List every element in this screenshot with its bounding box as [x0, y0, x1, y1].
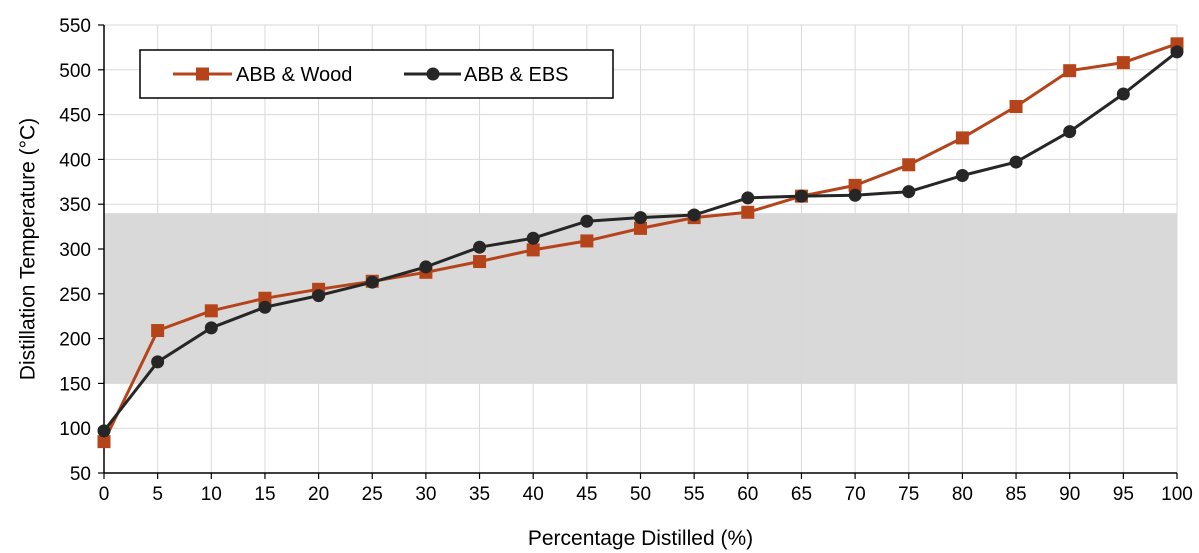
- data-point-abb-wood: [1116, 56, 1130, 70]
- data-point-abb-wood: [151, 324, 165, 338]
- data-point-abb-wood: [848, 178, 862, 192]
- series-abb-ebs: [97, 45, 1184, 438]
- data-point-abb-ebs: [526, 231, 540, 245]
- data-point-abb-wood: [955, 131, 969, 145]
- data-point-abb-wood: [1009, 100, 1023, 114]
- legend: ABB & Wood ABB & EBS: [139, 49, 614, 99]
- series-abb-wood: [97, 37, 1184, 449]
- data-point-abb-ebs: [1116, 87, 1130, 101]
- y-axis-title: Distillation Temperature (°C): [16, 118, 39, 380]
- data-point-abb-wood: [902, 158, 916, 172]
- y-tick-label: 250: [59, 285, 91, 306]
- data-point-abb-ebs: [580, 214, 594, 228]
- data-point-abb-ebs: [204, 321, 218, 335]
- data-point-abb-ebs: [258, 300, 272, 314]
- y-tick-label: 450: [59, 106, 91, 127]
- data-point-abb-wood: [97, 435, 111, 449]
- x-tick-label: 90: [1059, 484, 1080, 505]
- x-tick-label: 20: [308, 484, 329, 505]
- data-point-abb-ebs: [687, 208, 701, 222]
- legend-item-abb-ebs: ABB & EBS: [404, 64, 569, 86]
- data-point-abb-wood: [1063, 64, 1077, 78]
- legend-box: [139, 49, 614, 99]
- data-point-abb-wood: [258, 291, 272, 305]
- legend-marker-square: [196, 67, 209, 81]
- x-tick-label: 60: [737, 484, 758, 505]
- x-tick-label: 50: [630, 484, 651, 505]
- x-tick-label: 5: [152, 484, 163, 505]
- data-point-abb-ebs: [365, 275, 379, 289]
- legend-item-abb-wood: ABB & Wood: [173, 64, 352, 86]
- data-point-abb-wood: [580, 234, 594, 248]
- data-point-abb-wood: [634, 221, 647, 235]
- y-tick-label: 500: [59, 61, 91, 82]
- y-tick-label: 550: [59, 16, 91, 37]
- data-point-abb-ebs: [902, 185, 916, 199]
- series-layer: [97, 37, 1184, 449]
- data-point-abb-ebs: [848, 188, 862, 202]
- x-tick-label: 85: [1005, 484, 1026, 505]
- legend-marker-circle: [426, 67, 440, 81]
- data-point-abb-ebs: [151, 355, 165, 369]
- y-tick-label: 200: [59, 330, 91, 351]
- data-point-abb-ebs: [419, 260, 433, 274]
- y-tick-label: 300: [59, 240, 91, 261]
- x-tick-label: 65: [791, 484, 812, 505]
- data-point-abb-ebs: [741, 191, 755, 205]
- x-tick-label: 75: [898, 484, 919, 505]
- y-tick-label: 400: [59, 150, 91, 171]
- data-point-abb-wood: [741, 205, 755, 219]
- tick-labels: 0 5 10 15 20 25 30 35 40 45 50 55 60 65 70 75 80 85 90 95 10…: [59, 16, 1193, 505]
- x-tick-label: 30: [415, 484, 436, 505]
- y-tick-label: 150: [59, 374, 91, 395]
- x-tick-label: 100: [1161, 484, 1193, 505]
- data-point-abb-ebs: [955, 169, 969, 183]
- x-tick-label: 35: [469, 484, 490, 505]
- x-tick-label: 0: [99, 484, 110, 505]
- data-point-abb-ebs: [1009, 155, 1023, 169]
- legend-label-abb-ebs: ABB & EBS: [464, 64, 569, 86]
- x-tick-label: 70: [845, 484, 866, 505]
- x-tick-label: 95: [1113, 484, 1134, 505]
- data-point-abb-ebs: [1063, 125, 1077, 139]
- data-point-abb-ebs: [97, 424, 111, 438]
- data-point-abb-wood: [204, 304, 218, 318]
- data-point-abb-ebs: [473, 240, 487, 254]
- x-tick-label: 55: [684, 484, 705, 505]
- data-point-abb-ebs: [1170, 45, 1184, 59]
- y-tick-label: 350: [59, 195, 91, 216]
- y-tick-label: 50: [70, 464, 91, 485]
- y-tick-label: 100: [59, 419, 91, 440]
- x-tick-label: 80: [952, 484, 973, 505]
- x-tick-label: 40: [523, 484, 544, 505]
- data-point-abb-wood: [526, 243, 540, 257]
- x-tick-label: 25: [362, 484, 383, 505]
- data-point-abb-ebs: [794, 189, 808, 203]
- legend-label-abb-wood: ABB & Wood: [236, 64, 352, 86]
- x-axis-title: Percentage Distilled (%): [528, 527, 753, 550]
- x-tick-label: 10: [201, 484, 222, 505]
- data-point-abb-wood: [473, 255, 487, 269]
- x-tick-label: 15: [254, 484, 275, 505]
- x-tick-label: 45: [576, 484, 597, 505]
- data-point-abb-ebs: [312, 289, 326, 303]
- data-point-abb-ebs: [634, 211, 647, 225]
